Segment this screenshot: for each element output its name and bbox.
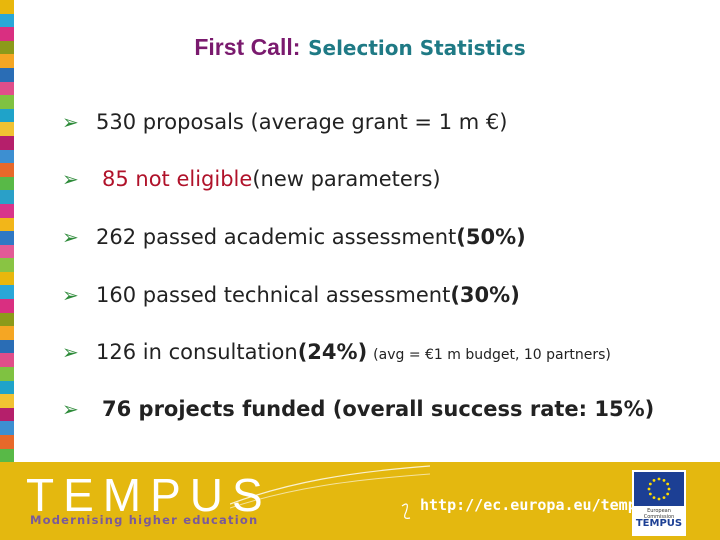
bullet-text: 85 not eligible — [102, 167, 253, 191]
bullet-item: ➢ 530 proposals (average grant = 1 m €) — [62, 110, 507, 134]
bullet-text: 126 in consultation — [96, 340, 298, 364]
stripe-segment — [0, 163, 14, 177]
bullet-item: ➢ 126 in consultation (24%) (avg = €1 m bu… — [62, 340, 611, 364]
eu-flag-icon — [634, 472, 684, 506]
stripe-segment — [0, 299, 14, 313]
arrow-bullet-icon: ➢ — [62, 340, 79, 364]
stripe-segment — [0, 353, 14, 368]
bullet-text: (avg = €1 m budget, 10 partners) — [373, 347, 611, 363]
bullet-item: ➢ 160 passed technical assessment (30%) — [62, 283, 520, 307]
stripe-segment — [0, 54, 14, 68]
eu-star — [662, 478, 666, 482]
stripe-segment — [0, 203, 14, 218]
page-title: First Call: Selection Statistics — [0, 34, 720, 61]
bullet-text: 530 proposals (average grant = 1 m €) — [96, 110, 508, 134]
stripe-segment — [0, 421, 14, 435]
stripe-segment — [0, 0, 14, 14]
arrow-bullet-icon: ➢ — [62, 397, 79, 421]
stripe-segment — [0, 448, 14, 463]
stripe-segment — [0, 231, 14, 245]
eu-tempus-label: TEMPUS — [635, 518, 683, 529]
arrow-bullet-icon: ➢ — [62, 167, 79, 191]
eu-star — [666, 482, 670, 486]
swoosh-icon — [230, 465, 430, 519]
eu-star — [657, 497, 661, 501]
bullet-text: 76 projects funded (overall success rate… — [102, 397, 655, 421]
stripe-segment — [0, 95, 14, 109]
stripe-segment — [0, 380, 14, 395]
bullet-text: (30%) — [450, 283, 520, 307]
stripe-segment — [0, 149, 14, 164]
bullet-item: ➢ 262 passed academic assessment (50%) — [62, 225, 526, 249]
color-stripe — [0, 0, 14, 463]
bullet-text: (50%) — [456, 225, 526, 249]
arrow-bullet-icon: ➢ — [62, 283, 79, 307]
stripe-segment — [0, 122, 14, 136]
arrow-bullet-icon: ➢ — [62, 225, 79, 249]
tagline: Modernising higher education — [30, 513, 259, 527]
bullet-text: (new parameters) — [252, 167, 441, 191]
stripe-segment — [0, 244, 14, 259]
stripe-segment — [0, 190, 14, 204]
stripe-segment — [0, 27, 14, 41]
stripe-segment — [0, 40, 14, 55]
eu-star — [648, 492, 652, 496]
eu-logo: European Commission TEMPUS — [632, 470, 686, 536]
stripe-segment — [0, 367, 14, 381]
stripe-segment — [0, 271, 14, 286]
stripe-segment — [0, 285, 14, 300]
stripe-segment — [0, 407, 14, 422]
eu-star — [662, 496, 666, 500]
stripe-segment — [0, 13, 14, 28]
eu-star — [648, 482, 652, 486]
eu-star — [647, 487, 651, 491]
stripe-segment — [0, 81, 14, 96]
stripe-segment — [0, 176, 14, 191]
title-part1: First Call: — [194, 34, 301, 60]
footer-banner: TEMPUS Modernising higher education http… — [0, 462, 720, 540]
bullet-text: (24%) — [297, 340, 368, 364]
stripe-segment — [0, 394, 14, 408]
bullet-text: 262 passed academic assessment — [96, 225, 457, 249]
eu-text: European Commission — [643, 508, 675, 520]
tempus-logo: TEMPUS — [26, 469, 272, 521]
stripe-segment — [0, 312, 14, 327]
stripe-segment — [0, 135, 14, 150]
stripe-segment — [0, 435, 14, 449]
stripe-segment — [0, 217, 14, 232]
stripe-segment — [0, 108, 14, 123]
eu-star — [666, 492, 670, 496]
bullet-text: 160 passed technical assessment — [96, 283, 451, 307]
arrow-bullet-icon: ➢ — [62, 110, 79, 134]
stripe-segment — [0, 326, 14, 340]
stripe-segment — [0, 258, 14, 272]
title-part2: Selection Statistics — [308, 36, 526, 60]
eu-star — [652, 478, 656, 482]
bullet-item: ➢ 76 projects funded (overall success rat… — [62, 397, 654, 421]
eu-star — [652, 496, 656, 500]
stripe-segment — [0, 339, 14, 354]
bullet-item: ➢ 85 not eligible (new parameters) — [62, 167, 441, 191]
stripe-segment — [0, 67, 14, 82]
footer-url[interactable]: http://ec.europa.eu/tempus — [420, 496, 655, 514]
eu-star — [657, 477, 661, 481]
eu-star — [667, 487, 671, 491]
